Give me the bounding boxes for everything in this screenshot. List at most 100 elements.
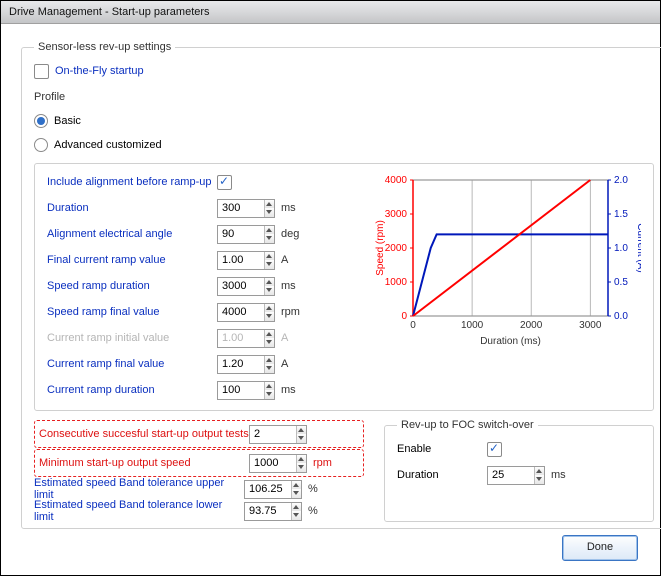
svg-text:Current (A): Current (A) [635,223,641,272]
align_angle-input[interactable] [218,226,264,243]
spin-up-icon[interactable] [265,304,274,313]
speed_ramp_final-unit: rpm [281,306,300,318]
switchover-enable-checkbox[interactable] [487,442,502,457]
spin-up-icon[interactable] [265,200,274,209]
est_upper-spin[interactable] [244,480,302,499]
switchover-duration-unit: ms [551,469,566,481]
switchover-duration-input[interactable] [488,467,534,484]
speed_ramp_duration-label: Speed ramp duration [47,280,217,292]
current_ramp_final-unit: A [281,358,288,370]
switchover-duration-spin[interactable] [487,466,545,485]
spin-up-icon[interactable] [265,382,274,391]
speed_ramp_final-spin[interactable] [217,303,275,322]
align_angle-label: Alignment electrical angle [47,228,217,240]
spin-up-icon[interactable] [292,481,301,490]
profile-advanced-radio[interactable] [34,138,48,152]
revup-chart: 0100020003000010002000300040000.00.51.01… [371,172,641,357]
est_upper-input[interactable] [245,481,291,498]
spin-up-icon[interactable] [292,503,301,512]
profile-basic-label: Basic [54,115,81,127]
svg-text:Duration (ms): Duration (ms) [480,336,541,347]
switchover-enable-label: Enable [397,443,487,455]
spin-up-icon[interactable] [297,455,306,464]
duration-input[interactable] [218,200,264,217]
speed_ramp_duration-input[interactable] [218,278,264,295]
est_lower-spin[interactable] [244,502,302,521]
profile-advanced-label: Advanced customized [54,139,162,151]
include-alignment-checkbox[interactable] [217,175,232,190]
spin-down-icon[interactable] [265,364,274,373]
speed_ramp_final-input[interactable] [218,304,264,321]
consec_tests-label: Consecutive succesful start-up output te… [39,428,249,440]
est_lower-label: Estimated speed Band tolerance lower lim… [34,499,244,523]
est_lower-unit: % [308,505,318,517]
final_current_ramp-unit: A [281,254,288,266]
spin-up-icon[interactable] [265,278,274,287]
current_ramp_final-spin[interactable] [217,355,275,374]
on-the-fly-checkbox[interactable] [34,64,49,79]
svg-text:1.0: 1.0 [614,243,628,254]
final_current_ramp-label: Final current ramp value [47,254,217,266]
spin-down-icon[interactable] [265,286,274,295]
speed_ramp_duration-unit: ms [281,280,296,292]
spin-down-icon[interactable] [535,475,544,484]
current_ramp_final-label: Current ramp final value [47,358,217,370]
consec_tests-input[interactable] [250,426,296,443]
min_speed-label: Minimum start-up output speed [39,457,249,469]
svg-text:1000: 1000 [385,277,408,288]
spin-down-icon[interactable] [265,312,274,321]
duration-label: Duration [47,202,217,214]
spin-down-icon[interactable] [292,489,301,498]
switchover-duration-label: Duration [397,469,487,481]
current_ramp_final-input[interactable] [218,356,264,373]
align_angle-unit: deg [281,228,299,240]
window-title: Drive Management - Start-up parameters [1,1,660,24]
svg-text:4000: 4000 [385,175,408,186]
spin-up-icon[interactable] [265,252,274,261]
consec_tests-spin[interactable] [249,425,307,444]
spin-up-icon[interactable] [265,330,274,339]
spin-down-icon[interactable] [265,390,274,399]
sensorless-legend: Sensor-less rev-up settings [34,41,175,53]
final_current_ramp-input[interactable] [218,252,264,269]
spin-down-icon[interactable] [265,234,274,243]
est_lower-input[interactable] [245,503,291,520]
svg-text:2000: 2000 [520,320,543,331]
spin-down-icon[interactable] [265,208,274,217]
svg-text:0: 0 [410,320,416,331]
min_speed-spin[interactable] [249,454,307,473]
svg-text:3000: 3000 [579,320,602,331]
spin-up-icon[interactable] [265,226,274,235]
duration-unit: ms [281,202,296,214]
on-the-fly-label: On-the-Fly startup [55,65,144,77]
spin-down-icon[interactable] [265,338,274,347]
current_ramp_initial-unit: A [281,332,288,344]
spin-up-icon[interactable] [265,356,274,365]
spin-up-icon[interactable] [535,467,544,476]
spin-down-icon[interactable] [292,511,301,520]
done-button[interactable]: Done [562,535,638,561]
current_ramp_initial-label: Current ramp initial value [47,332,217,344]
svg-text:0.5: 0.5 [614,277,628,288]
current_ramp_duration-input[interactable] [218,382,264,399]
speed_ramp_final-label: Speed ramp final value [47,306,217,318]
duration-spin[interactable] [217,199,275,218]
current_ramp_duration-spin[interactable] [217,381,275,400]
include-alignment-label: Include alignment before ramp-up [47,176,217,188]
svg-text:1000: 1000 [461,320,484,331]
spin-down-icon[interactable] [297,463,306,472]
spin-down-icon[interactable] [297,434,306,443]
profile-basic-radio[interactable] [34,114,48,128]
spin-down-icon[interactable] [265,260,274,269]
current_ramp_duration-label: Current ramp duration [47,384,217,396]
svg-text:0.0: 0.0 [614,311,628,322]
svg-text:1.5: 1.5 [614,209,628,220]
current_ramp_initial-spin [217,329,275,348]
min_speed-input[interactable] [250,455,296,472]
speed_ramp_duration-spin[interactable] [217,277,275,296]
align_angle-spin[interactable] [217,225,275,244]
svg-text:0: 0 [401,311,407,322]
svg-text:Speed (rpm): Speed (rpm) [375,220,386,276]
spin-up-icon[interactable] [297,426,306,435]
final_current_ramp-spin[interactable] [217,251,275,270]
